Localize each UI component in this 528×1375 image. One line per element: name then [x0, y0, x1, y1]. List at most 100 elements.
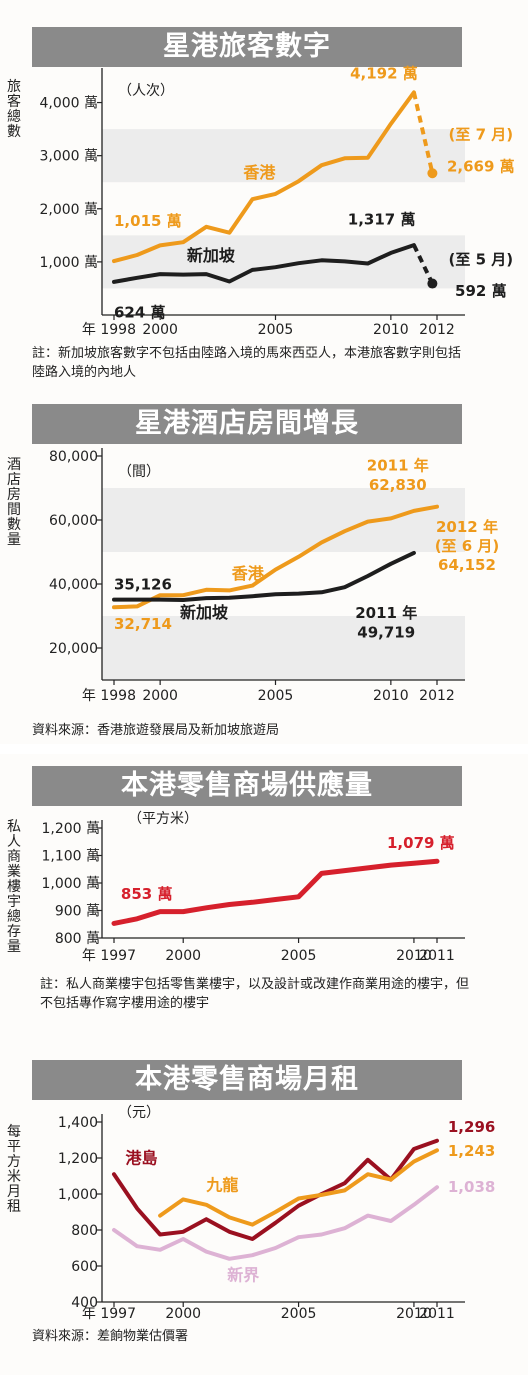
series-name-label: 新加坡: [187, 246, 236, 265]
y-axis-label-supply: 私人商業樓宇總存量: [7, 819, 21, 955]
x-tick-label: 年 1998: [82, 322, 136, 338]
data-label: (至 5 月): [449, 251, 514, 269]
data-label: (至 6 月): [435, 537, 500, 555]
panel-title-supply: 本港零售商場供應量: [32, 766, 462, 806]
x-tick-label: 2010: [396, 948, 432, 964]
chart-supply: 800 萬 900 萬 1,000 萬 1,100 萬 1,200 萬年 1997 200…: [41, 811, 465, 964]
data-label: 64,152: [438, 556, 496, 574]
y-tick-label: 60,000: [49, 513, 98, 529]
x-tick-label: 2005: [281, 948, 317, 964]
x-tick-label: 2005: [258, 322, 294, 338]
data-label: (至 7 月): [449, 126, 514, 144]
y-tick-label: 2,000 萬: [39, 202, 98, 218]
y-tick-label: 40,000: [49, 577, 98, 593]
series-projection-line: [411, 91, 435, 174]
y-tick-label: 1,000: [58, 1187, 98, 1203]
y-tick-label: 800: [71, 1223, 98, 1239]
panel-title-visitors: 星港旅客數字: [32, 27, 462, 67]
data-label: 2,669 萬: [447, 158, 515, 176]
panel-title-rent: 本港零售商場月租: [32, 1060, 462, 1100]
note-rent-text: 資料來源：差餉物業估價署: [32, 1329, 189, 1344]
data-label: 2011 年: [367, 456, 429, 474]
note-rent: 資料來源：差餉物業估價署: [32, 1327, 462, 1346]
x-tick-label: 2011: [419, 948, 455, 964]
x-tick-label: 2000: [142, 688, 178, 704]
grid-band: [102, 488, 465, 552]
note-visitors-text: 新加坡旅客數字不包括由陸路入境的馬來西亞人，本港旅客數字則包括陸路入境的內地人: [32, 346, 462, 380]
x-tick-label: 2010: [396, 1306, 432, 1322]
y-tick-label: 600: [71, 1259, 98, 1275]
data-label: 1,296: [448, 1118, 495, 1136]
grid-band: [102, 616, 465, 680]
data-label: 62,830: [369, 476, 427, 494]
y-tick-label: 3,000 萬: [39, 149, 98, 165]
x-tick-label: 2011: [419, 1306, 455, 1322]
series-line: [112, 243, 416, 284]
data-label: 592 萬: [455, 282, 507, 300]
data-label: 1,015 萬: [114, 212, 182, 230]
x-tick-label: 年 1998: [82, 688, 136, 704]
data-label: 1,079 萬: [387, 834, 455, 852]
x-tick-label: 2010: [373, 688, 409, 704]
x-tick-label: 2005: [281, 1306, 317, 1322]
y-tick-label: 1,400: [58, 1115, 98, 1131]
data-label: 2011 年: [355, 604, 417, 622]
x-tick-label: 2005: [258, 688, 294, 704]
unit-label: （間）: [118, 464, 160, 480]
note-supply-prefix: 註：: [40, 977, 67, 992]
y-tick-label: 1,100 萬: [41, 849, 100, 865]
unit-label: （人次）: [118, 83, 174, 99]
y-tick-label: 20,000: [49, 641, 98, 657]
data-label: 32,714: [114, 615, 172, 633]
series-name-label: 九龍: [205, 1175, 238, 1194]
y-tick-label: 400: [71, 1295, 98, 1311]
series-line: [112, 1138, 439, 1241]
data-label: 4,192 萬: [350, 65, 418, 83]
series-name-label: 新界: [227, 1265, 259, 1284]
unit-label: （平方米）: [128, 811, 198, 827]
data-label: 35,126: [114, 575, 172, 593]
end-dot: [427, 278, 438, 289]
data-label: 1,038: [448, 1178, 495, 1196]
note-hotel-text: 資料來源：香港旅遊發展局及新加坡旅遊局: [32, 723, 280, 738]
series-name-label: 香港: [231, 564, 265, 583]
end-dot: [427, 168, 438, 179]
y-axis-label-visitors: 旅客總數: [7, 79, 21, 140]
x-tick-label: 2000: [165, 1306, 201, 1322]
unit-label: （元）: [118, 1105, 160, 1121]
data-label: 624 萬: [114, 304, 166, 322]
series-line: [112, 550, 416, 602]
y-axis-label-hotel: 酒店房間數量: [7, 457, 21, 548]
grid-band: [102, 129, 465, 183]
y-tick-label: 80,000: [49, 449, 98, 465]
y-tick-label: 1,200 萬: [41, 821, 100, 837]
separator: [0, 744, 528, 754]
y-tick-label: 800 萬: [55, 931, 100, 947]
y-tick-label: 1,000 萬: [39, 255, 98, 271]
x-tick-label: 2000: [142, 322, 178, 338]
y-tick-label: 4,000 萬: [39, 96, 98, 112]
note-supply-text: 私人商業樓宇包括零售業樓宇，以及設計或改建作商業用途的樓宇，但不包括專作寫字樓用…: [40, 977, 470, 1011]
x-tick-label: 2000: [165, 948, 201, 964]
chart-visitors: 1,000 萬 2,000 萬 3,000 萬 4,000 萬年 1998 2000 20…: [39, 65, 515, 338]
x-tick-label: 年 1997: [82, 1306, 136, 1322]
panel-title-hotel: 星港酒店房間增長: [32, 404, 462, 444]
series-line: [112, 90, 416, 264]
chart-hotel: 20,000 40,000 60,000 80,000 年 1998 2000 2005 20…: [49, 448, 500, 704]
x-tick-label: 2012: [419, 688, 455, 704]
x-tick-label: 2010: [373, 322, 409, 338]
data-label: 49,719: [357, 623, 415, 641]
data-label: 2012 年: [436, 518, 498, 536]
note-hotel: 資料來源：香港旅遊發展局及新加坡旅遊局: [32, 721, 462, 740]
y-tick-label: 1,000 萬: [41, 876, 100, 892]
y-tick-label: 1,200: [58, 1151, 98, 1167]
note-supply: 註：私人商業樓宇包括零售業樓宇，以及設計或改建作商業用途的樓宇，但不包括專作寫字…: [40, 975, 470, 1013]
x-tick-label: 年 1997: [82, 948, 136, 964]
data-label: 1,317 萬: [348, 211, 416, 229]
y-axis-label-rent: 每平方米月租: [7, 1124, 21, 1215]
series-name-label: 香港: [242, 163, 276, 182]
series-name-label: 新加坡: [180, 603, 229, 622]
x-tick-label: 2012: [419, 322, 455, 338]
data-label: 853 萬: [121, 885, 173, 903]
